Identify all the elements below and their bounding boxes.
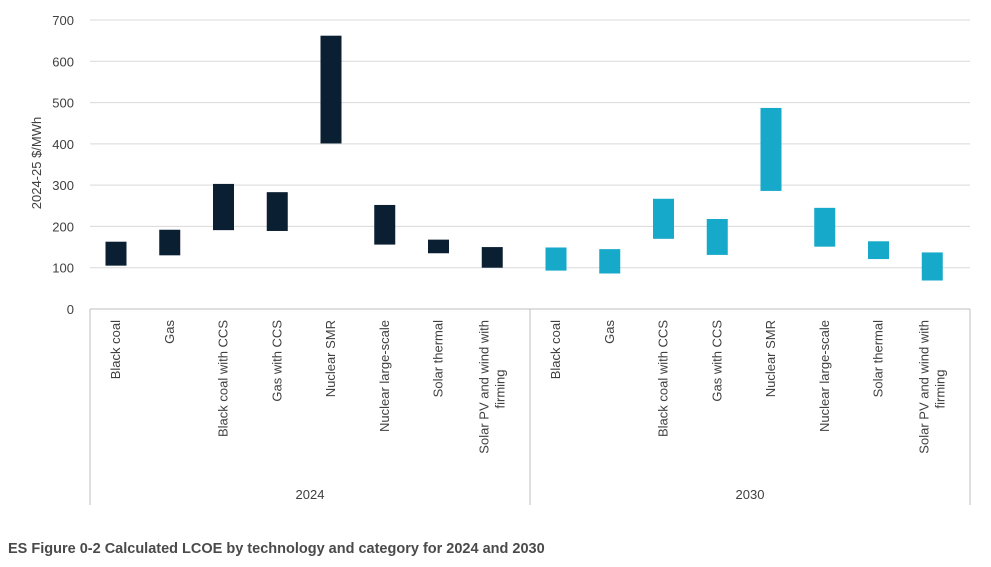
category-label: Black coal with CCS [656,320,671,437]
y-tick-label: 700 [52,13,74,28]
category-label-line: Solar thermal [871,320,886,397]
gridlines [90,19,970,269]
category-label: Nuclear SMR [763,320,778,397]
y-tick-label: 500 [52,96,74,111]
category-label: Gas [602,320,617,344]
category-label-line: Gas with CCS [709,320,724,402]
y-tick-label: 600 [52,54,74,69]
category-label-line: Nuclear large-scale [377,320,392,432]
y-tick-label: 100 [52,261,74,276]
category-label: Black coal with CCS [216,320,231,437]
category-label-line: firming [932,370,947,409]
category-label: Black coal [548,320,563,379]
category-label: Nuclear large-scale [377,320,392,432]
category-label-line: firming [492,370,507,409]
y-tick-label: 300 [52,178,74,193]
group-label: 2030 [736,487,765,502]
group-labels: 2024 2030 [296,487,765,502]
y-tick-label: 0 [67,302,74,317]
category-label-line: Black coal [108,320,123,379]
category-label-line: Black coal with CCS [656,320,671,437]
category-label-line: Black coal [548,320,563,379]
range-bar [105,241,127,266]
range-bar [320,35,342,144]
range-bar [814,207,836,247]
category-label-line: Solar thermal [431,320,446,397]
category-label: Solar PV and wind withfirming [476,320,507,454]
category-label-line: Solar PV and wind with [476,320,491,454]
range-bar [760,107,782,191]
range-bar [599,249,621,274]
range-bar [545,247,567,271]
range-bar [653,198,674,239]
range-bar [266,192,288,231]
range-bar [868,241,889,260]
range-bar [706,218,728,255]
y-tick-label: 400 [52,137,74,152]
category-label-line: Gas [162,320,177,344]
category-label-line: Black coal with CCS [216,320,231,437]
category-label-line: Solar PV and wind with [916,320,931,454]
category-label-line: Nuclear SMR [323,320,338,397]
category-label: Gas [162,320,177,344]
category-label: Solar PV and wind withfirming [916,320,947,454]
y-axis-title: 2024-25 $/MWh [29,117,44,210]
category-label: Solar thermal [871,320,886,397]
category-label-line: Gas [602,320,617,344]
figure-caption: ES Figure 0-2 Calculated LCOE by technol… [8,541,545,557]
range-bar [481,247,503,268]
category-label-line: Gas with CCS [269,320,284,402]
y-tick-labels: 0 100 200 300 400 500 600 700 [52,13,74,317]
category-axis [89,308,971,505]
category-labels: Black coal Gas Black coal with CCS Gas with… [108,320,947,454]
range-bar [921,252,943,281]
category-label: Nuclear large-scale [817,320,832,432]
range-bar [428,239,449,254]
range-bars [105,35,943,281]
range-bar [159,229,181,256]
range-bar [374,204,396,245]
group-label: 2024 [296,487,325,502]
category-label: Solar thermal [431,320,446,397]
y-tick-label: 200 [52,219,74,234]
category-label: Black coal [108,320,123,379]
category-label: Gas with CCS [709,320,724,402]
category-label-line: Nuclear large-scale [817,320,832,432]
category-label-line: Nuclear SMR [763,320,778,397]
category-label: Nuclear SMR [323,320,338,397]
range-bar [213,183,234,231]
category-label: Gas with CCS [269,320,284,402]
